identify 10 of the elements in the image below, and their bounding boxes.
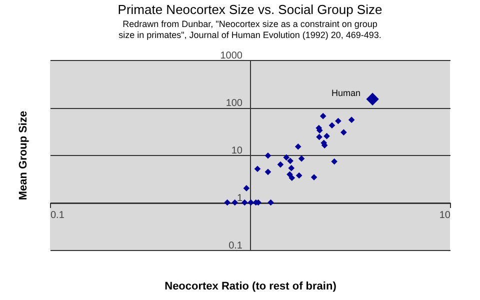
- chart-subtitle: Redrawn from Dunbar, "Neocortex size as a constraint on group size in primates", Journal of Human Evolution (1992) 20, 469-493.: [118, 19, 382, 40]
- y-tick-label: 10: [231, 146, 243, 156]
- y-tick-label: 0.1: [228, 240, 243, 252]
- x-axis-title: Neocortex Ratio (to rest of brain): [164, 280, 337, 292]
- annotation: Human: [332, 88, 361, 98]
- y-tick-label: 100: [226, 98, 243, 109]
- chart-title: Primate Neocortex Size vs. Social Group Size: [118, 2, 382, 17]
- y-tick-label: 1: [236, 193, 243, 204]
- y-tick-label: 1000: [220, 50, 243, 62]
- y-axis-title: Mean Group Size: [18, 110, 30, 200]
